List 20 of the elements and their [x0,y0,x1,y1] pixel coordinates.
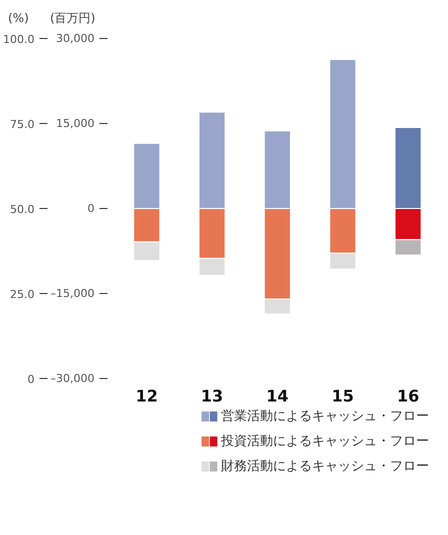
y2-tick-label: 25.0 [10,288,35,301]
y2-tick-label: 0 [28,373,34,386]
y2-tick-label: 75.0 [10,118,35,131]
x-tick-label: 15 [332,386,354,406]
x-tick-label: 14 [266,386,289,406]
y2-tick-label: 50.0 [10,203,35,216]
legend-label: 財務活動によるキャッシュ・フロー [221,459,430,474]
x-tick-label: 12 [136,386,158,406]
ylabel: (百万円) [50,10,96,27]
y2-tick-label: 100.0 [3,33,35,46]
legend-label: 営業活動によるキャッシュ・フロー [221,409,430,424]
y-tick-label: –30,000 [50,372,95,385]
legend-label: 投資活動によるキャッシュ・フロー [220,434,430,449]
y-tick-label: 15,000 [56,117,95,130]
x-tick-label: 16 [396,386,420,406]
y2label: (%) [8,10,29,27]
x-tick-label: 13 [200,386,224,406]
y-tick-label: 0 [88,202,94,215]
y-tick-label: –15,000 [50,287,95,300]
y-tick-label: 30,000 [56,32,95,45]
